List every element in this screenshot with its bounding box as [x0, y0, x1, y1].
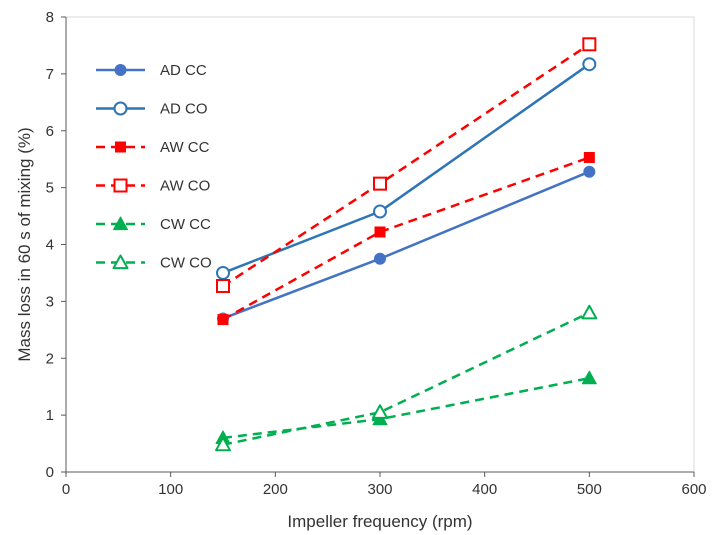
series-line-cw-co	[222, 311, 590, 446]
data-point-ad-cc	[583, 165, 596, 178]
legend-marker-ad-co	[113, 101, 128, 116]
y-axis-title: Mass loss in 60 s of mixing (%)	[15, 127, 34, 361]
y-tick-label: 5	[46, 180, 54, 197]
series-line-cw-cc	[222, 376, 590, 440]
legend-label-cw-co: CW CO	[160, 255, 212, 272]
legend-marker-cw-cc	[113, 216, 128, 231]
data-point-aw-cc	[374, 226, 386, 238]
legend-item-aw-co: AW CO	[96, 178, 210, 195]
series-line-aw-co	[222, 43, 591, 288]
y-tick-label: 4	[46, 237, 54, 254]
y-tick-label: 1	[46, 407, 54, 424]
x-tick-label: 200	[263, 481, 288, 498]
data-point-ad-co	[216, 265, 230, 280]
data-point-aw-cc	[217, 314, 229, 326]
legend-item-cw-co: CW CO	[96, 254, 212, 272]
y-tick-label: 0	[46, 464, 54, 481]
series-layer	[215, 37, 598, 452]
data-point-aw-co	[216, 279, 230, 294]
legend-item-aw-cc: AW CC	[96, 139, 210, 156]
plot-frame	[65, 16, 695, 473]
data-point-ad-co	[373, 204, 387, 219]
series-line-aw-cc	[222, 156, 590, 321]
legend-item-ad-co: AD CO	[96, 101, 208, 118]
y-tick-label: 3	[46, 293, 54, 310]
legend: AD CC AD CO AW CC AW CO CW CC CW CO	[96, 62, 212, 272]
y-tick-label: 6	[46, 123, 54, 140]
series-cw-cc	[215, 370, 597, 444]
legend-marker-ad-cc	[114, 64, 127, 76]
x-tick-label: 100	[158, 481, 183, 498]
data-point-cw-co	[215, 436, 231, 452]
x-tick-label: 0	[62, 481, 70, 498]
plot-area-border	[65, 16, 695, 473]
legend-item-ad-cc: AD CC	[96, 62, 207, 79]
legend-label-cw-cc: CW CC	[160, 216, 211, 233]
legend-label-ad-cc: AD CC	[160, 62, 207, 79]
x-axis-title: Impeller frequency (rpm)	[287, 512, 472, 531]
series-ad-cc	[217, 165, 596, 325]
legend-marker-aw-cc	[115, 141, 126, 153]
legend-marker-cw-co	[112, 254, 129, 270]
y-tick-label: 8	[46, 9, 54, 26]
series-cw-co	[215, 304, 598, 452]
y-tick-label: 2	[46, 350, 54, 367]
legend-marker-aw-co	[113, 178, 128, 193]
data-point-ad-cc	[374, 252, 386, 265]
series-line-ad-co	[222, 63, 591, 275]
data-point-cw-cc	[581, 370, 597, 385]
data-point-cw-co	[581, 304, 598, 320]
series-aw-cc	[217, 151, 595, 326]
legend-item-cw-cc: CW CC	[96, 216, 211, 233]
x-tick-label: 400	[472, 481, 497, 498]
data-point-ad-co	[582, 57, 597, 72]
legend-label-aw-co: AW CO	[160, 178, 210, 195]
data-point-aw-co	[582, 37, 597, 52]
data-point-aw-cc	[583, 151, 595, 163]
legend-label-aw-cc: AW CC	[160, 139, 210, 156]
legend-label-ad-co: AD CO	[160, 101, 208, 118]
x-tick-label: 500	[577, 481, 602, 498]
y-tick-label: 7	[46, 66, 54, 83]
x-tick-label: 600	[681, 481, 706, 498]
x-tick-label: 300	[367, 481, 392, 498]
series-ad-co	[216, 57, 597, 280]
data-point-cw-co	[372, 404, 388, 419]
axes: 0 100 200 300 400 500 600 0 1 2 3 4 5 6 7 8	[46, 9, 707, 498]
data-point-aw-co	[373, 176, 387, 191]
series-aw-co	[216, 37, 597, 294]
